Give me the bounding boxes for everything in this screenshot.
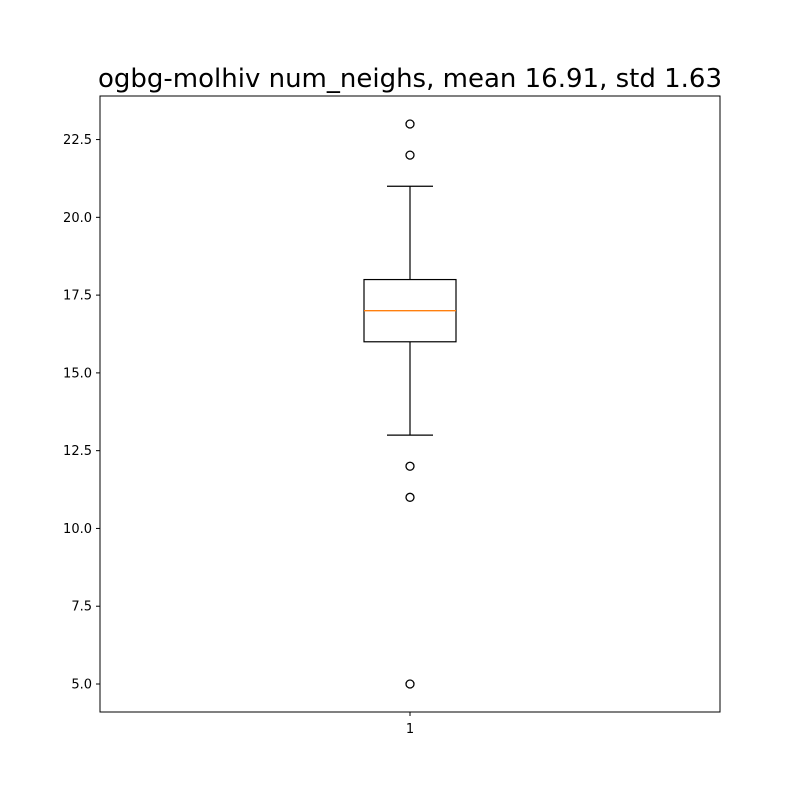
- outlier-point: [405, 492, 415, 502]
- y-tick-label: 17.5: [63, 289, 92, 304]
- y-tick-label: 7.5: [71, 600, 92, 615]
- x-tick-label: 1: [406, 722, 414, 737]
- plot-area: [363, 119, 457, 689]
- y-tick-label: 10.0: [63, 522, 92, 537]
- axes-frame: [99, 95, 721, 713]
- outlier-point: [405, 119, 415, 129]
- y-tick-label: 12.5: [63, 444, 92, 459]
- outlier-point: [405, 150, 415, 160]
- y-axis: 5.0 7.5 10.0 12.5 15.0 17.5 20.0 22.5: [63, 133, 100, 693]
- outlier-point: [405, 461, 415, 471]
- chart-title: ogbg-molhiv num_neighs, mean 16.91, std …: [98, 64, 722, 94]
- y-tick-label: 15.0: [63, 366, 92, 381]
- box-group: [363, 119, 457, 689]
- y-tick-label: 22.5: [63, 133, 92, 148]
- outlier-point: [405, 679, 415, 689]
- y-tick-label: 20.0: [63, 211, 92, 226]
- x-axis: 1: [406, 712, 414, 737]
- y-tick-label: 5.0: [71, 678, 92, 693]
